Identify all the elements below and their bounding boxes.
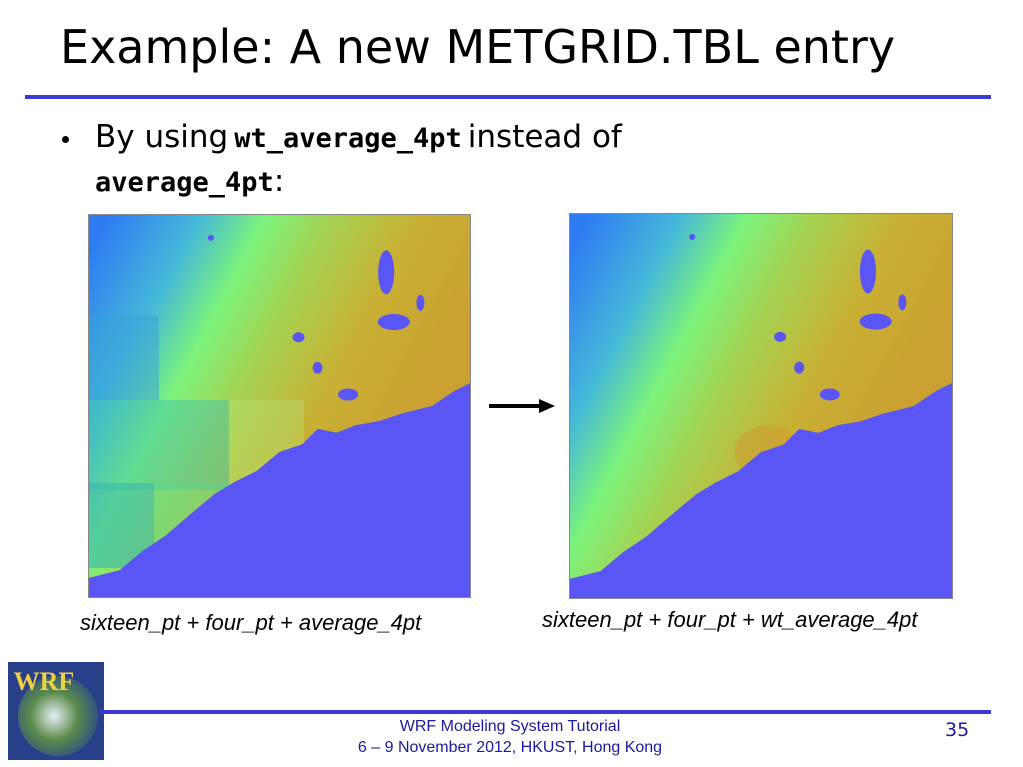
- logo: WRF: [8, 662, 104, 760]
- bullet-dot: [62, 136, 69, 143]
- bullet: By using wt_average_4pt instead of average_…: [95, 116, 795, 204]
- lake: [338, 388, 359, 401]
- ocean: [570, 382, 952, 598]
- block-artifact: [89, 400, 229, 490]
- lake: [416, 294, 425, 311]
- map-image: [88, 214, 471, 598]
- title-rule: [25, 95, 991, 99]
- footer-line: WRF Modeling System Tutorial: [399, 718, 621, 735]
- lake: [859, 249, 876, 294]
- footer-line: 6 – 9 November 2012, HKUST, Hong Kong: [357, 739, 663, 756]
- bullet-text: :: [273, 163, 285, 199]
- lake: [774, 331, 787, 342]
- lake: [794, 361, 805, 374]
- arrow-head: [539, 399, 555, 413]
- lake: [859, 313, 892, 330]
- lake: [689, 234, 696, 241]
- slide-title: Example: A new METGRID.TBL entry: [60, 20, 896, 74]
- lake: [898, 294, 907, 311]
- page-number: 35: [945, 719, 970, 741]
- figure-caption: sixteen_pt + four_pt + wt_average_4pt: [542, 607, 918, 632]
- lake: [207, 234, 214, 241]
- lake: [292, 332, 305, 343]
- lake: [377, 313, 410, 330]
- figure-caption: sixteen_pt + four_pt + average_4pt: [80, 610, 422, 635]
- block-artifact: [89, 315, 159, 400]
- lake: [312, 361, 323, 374]
- bullet-text: instead of: [467, 119, 622, 155]
- logo-globe: [18, 676, 98, 756]
- bullet-code: average_4pt: [95, 167, 274, 198]
- bullet-code: wt_average_4pt: [234, 123, 462, 154]
- map-image: [569, 213, 953, 599]
- logo-text: WRF: [14, 667, 75, 696]
- lake: [819, 388, 840, 401]
- arrow: [489, 399, 555, 413]
- footer-rule: [100, 710, 991, 714]
- lake: [378, 250, 395, 295]
- bullet-text: By using: [95, 119, 229, 155]
- ocean: [89, 383, 470, 597]
